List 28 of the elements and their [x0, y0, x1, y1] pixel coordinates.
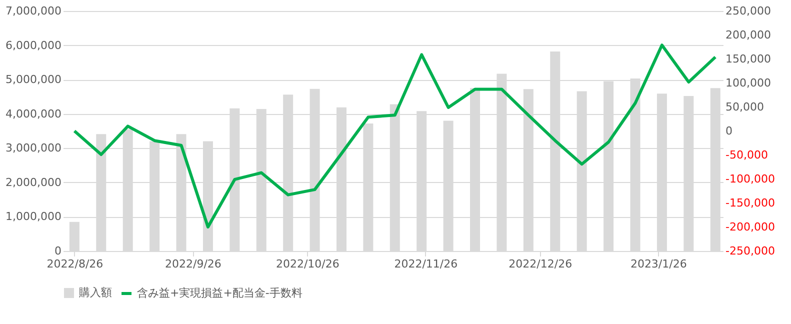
y2-tick-label: 100,000 — [726, 76, 771, 90]
x-tick-label: 2023/1/26 — [630, 258, 687, 270]
legend-label: 含み益+実現損益+配当金-手数料 — [137, 286, 302, 300]
y2-tick-label: -150,000 — [726, 196, 775, 210]
x-tick-label: 2022/10/26 — [276, 258, 340, 270]
x-tick-label: 2022/8/26 — [46, 258, 104, 270]
y2-tick-label: -100,000 — [726, 172, 775, 186]
y-tick-label: 6,000,000 — [6, 38, 62, 52]
x-tick-label: 2022/9/26 — [165, 258, 222, 270]
x-tick-label: 2022/12/26 — [508, 258, 572, 270]
y2-tick-label: -200,000 — [726, 220, 775, 234]
x-tick-label: 2022/11/26 — [394, 258, 458, 270]
line-series — [72, 44, 717, 228]
y2-tick-label: 0 — [726, 124, 732, 138]
y2-tick-label: -50,000 — [726, 148, 768, 162]
y-tick-label: 1,000,000 — [6, 210, 62, 224]
y2-tick-label: 200,000 — [726, 28, 771, 42]
y-tick-label: 7,000,000 — [6, 4, 62, 18]
y-tick-label: 2,000,000 — [6, 176, 62, 189]
y-tick-label: 4,000,000 — [6, 107, 62, 120]
y2-tick-label: 50,000 — [726, 100, 764, 114]
legend-label: 購入額 — [79, 286, 112, 299]
y-tick-label: 0 — [54, 244, 62, 258]
y-tick-label: 5,000,000 — [6, 73, 62, 86]
y2-tick-label: 250,000 — [726, 4, 771, 18]
y-tick-label: 3,000,000 — [6, 142, 62, 155]
y2-tick-label: -250,000 — [726, 244, 775, 258]
y2-tick-label: 150,000 — [726, 52, 771, 66]
